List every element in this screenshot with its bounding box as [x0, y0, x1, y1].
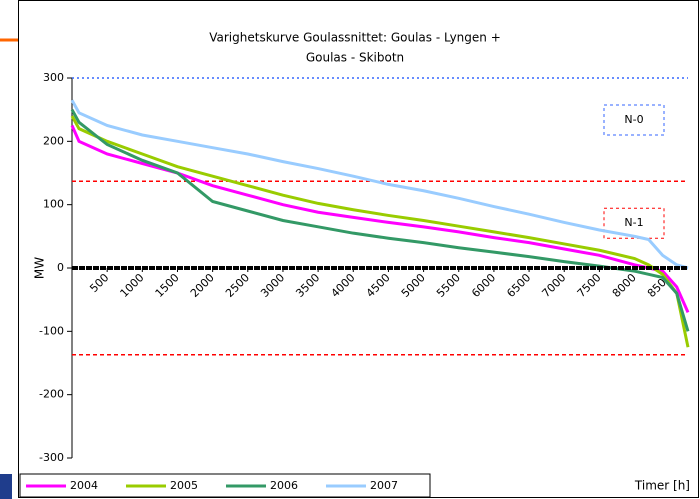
x-axis-label: Timer [h]	[634, 479, 690, 493]
series-line	[70, 108, 690, 332]
y-tick-label: 100	[43, 198, 64, 211]
series-line	[70, 115, 690, 348]
y-tick-label: -200	[39, 388, 64, 401]
annotation: N-1	[624, 216, 643, 229]
y-tick-label: -100	[39, 324, 64, 337]
annotation-box	[603, 104, 665, 136]
chart-title: Varighetskurve Goulassnittet: Goulas - L…	[209, 31, 501, 45]
y-tick-label: 0	[57, 261, 64, 274]
annotation: N-0	[624, 113, 643, 126]
legend-label: 2005	[170, 479, 198, 492]
chart-title: Goulas - Skibotn	[306, 51, 404, 65]
legend-label: 2007	[370, 479, 398, 492]
y-axis-label: MW	[33, 257, 47, 279]
y-tick-label: 300	[43, 71, 64, 84]
legend-box	[19, 473, 431, 498]
legend-label: 2004	[70, 479, 98, 492]
legend-label: 2006	[270, 479, 298, 492]
y-tick-label: -300	[39, 451, 64, 464]
y-tick-label: 200	[43, 134, 64, 147]
decor-block	[0, 474, 12, 499]
series-line	[70, 99, 689, 270]
